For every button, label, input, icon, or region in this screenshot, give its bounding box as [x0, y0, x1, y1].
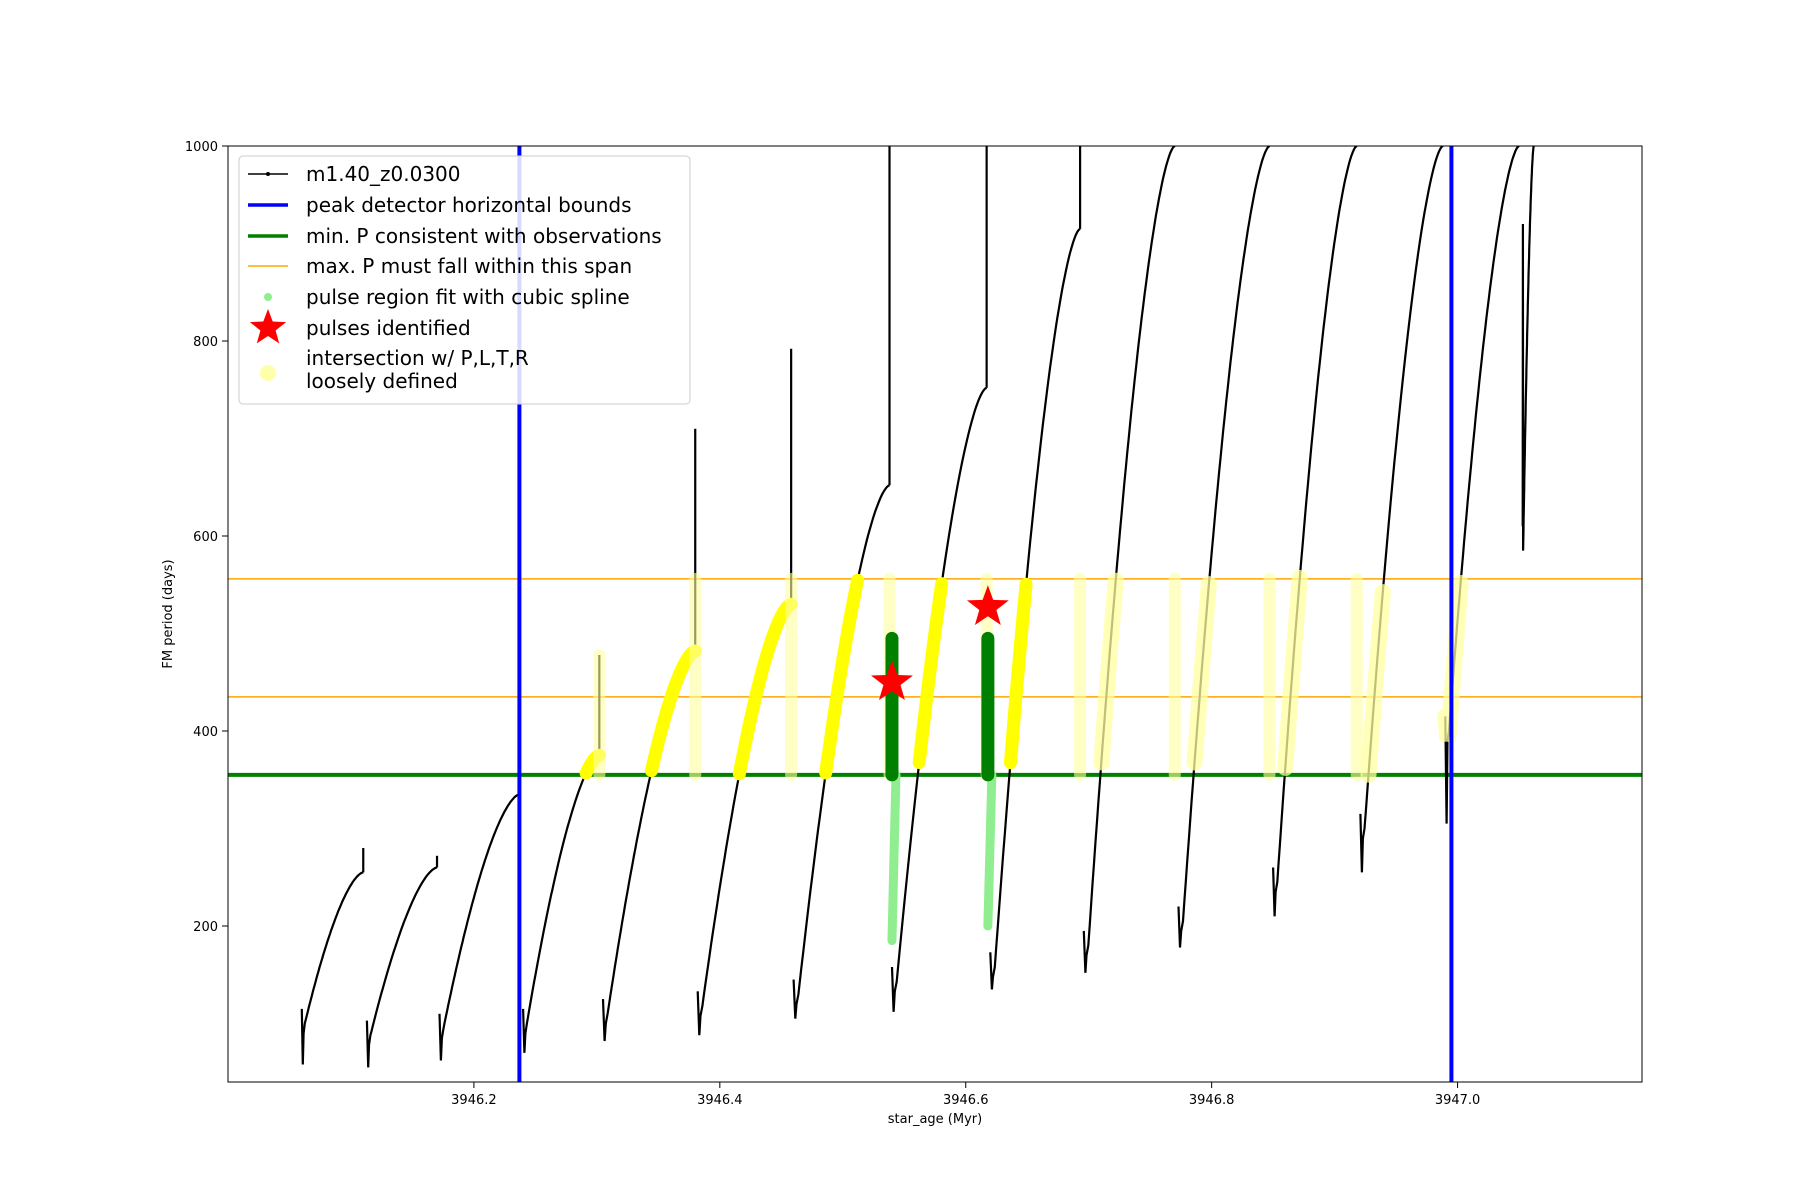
legend-label-minp: min. P consistent with observations [306, 224, 662, 248]
legend-marker-spline [264, 293, 272, 301]
pulses-layer [871, 585, 1009, 700]
intersection-region [644, 644, 702, 778]
intersection-region [1093, 572, 1124, 771]
legend: m1.40_z0.0300 peak detector horizontal b… [238, 155, 691, 405]
legend-label-intersection-1: intersection w/ P,L,T,R [306, 346, 529, 370]
pulse-star-marker [966, 585, 1009, 625]
legend-label-maxp: max. P must fall within this span [306, 254, 632, 278]
y-tick-label: 600 [193, 530, 218, 545]
legend-label-spline: pulse region fit with cubic spline [306, 285, 630, 309]
intersection-region [1437, 575, 1469, 743]
spline-region-light [887, 770, 901, 946]
legend-item-minp: min. P consistent with observations [248, 224, 662, 248]
intersection-region [1360, 584, 1391, 783]
spline-region-light [983, 770, 997, 931]
x-tick-label: 3947.0 [1435, 1093, 1481, 1108]
legend-item-spline: pulse region fit with cubic spline [264, 285, 630, 309]
y-tick-label: 800 [193, 335, 218, 350]
intersection-layer [579, 570, 1469, 783]
x-tick-label: 3946.8 [1189, 1093, 1235, 1108]
legend-box [238, 155, 691, 405]
track-cycle [1082, 146, 1176, 973]
y-tick-label: 400 [193, 725, 218, 740]
plot-frame [227, 145, 1643, 1083]
track-cycle [989, 228, 1081, 990]
legend-marker-intersection [260, 365, 276, 381]
track-cycle [438, 793, 520, 1061]
legend-label-track: m1.40_z0.0300 [306, 162, 461, 186]
x-tick-label: 3946.2 [451, 1093, 497, 1108]
intersection-region [819, 573, 865, 780]
legend-label-pulses: pulses identified [306, 316, 471, 340]
axes-layer: 3946.2 3946.4 3946.6 3946.8 3947.0 200 400 600 8… [185, 140, 1480, 1108]
y-tick-label: 200 [193, 920, 218, 935]
intersection-region [1186, 576, 1217, 771]
legend-marker-star [249, 309, 287, 344]
intersection-region [1004, 577, 1033, 770]
x-tick-label: 3946.6 [943, 1093, 989, 1108]
legend-item-maxp: max. P must fall within this span [248, 254, 632, 278]
legend-label-intersection-2: loosely defined [306, 369, 458, 393]
legend-label-bounds: peak detector horizontal bounds [306, 193, 632, 217]
pulse-star-marker [871, 660, 913, 700]
legend-item-intersection: intersection w/ P,L,T,R loosely defined [260, 346, 529, 393]
legend-item-pulses: pulses identified [249, 309, 471, 344]
legend-item-track: m1.40_z0.0300 [248, 162, 461, 186]
track-cycle [1177, 146, 1271, 948]
y-axis-label: FM period (days) [161, 559, 176, 668]
intersection-region [732, 597, 798, 781]
x-axis-label: star_age (Myr) [888, 1112, 982, 1127]
track-cycle [300, 871, 364, 1065]
intersection-region [1277, 570, 1308, 776]
reference-lines-layer [228, 578, 1642, 777]
x-tick-label: 3946.4 [697, 1093, 743, 1108]
y-tick-label: 1000 [185, 140, 218, 155]
track-cycle [1521, 146, 1535, 551]
legend-item-bounds: peak detector horizontal bounds [248, 193, 632, 217]
track-cycle [365, 866, 438, 1068]
intersection-region [912, 577, 949, 769]
